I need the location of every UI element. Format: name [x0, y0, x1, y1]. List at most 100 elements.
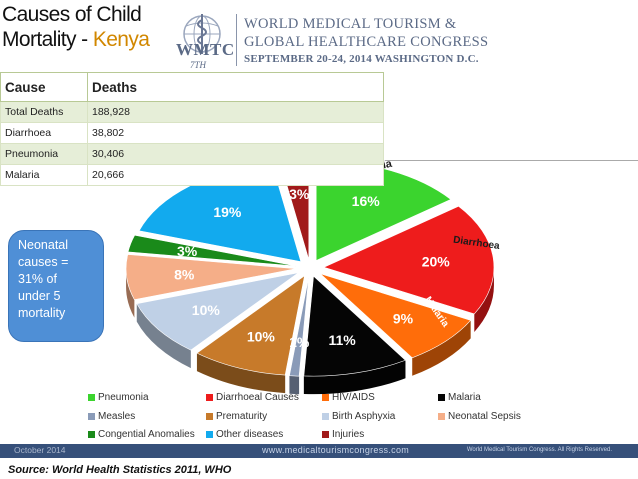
table-header-deaths: Deaths [87, 72, 384, 102]
pie-slice-birth-asphyxia [136, 272, 299, 351]
legend-item: Injuries [322, 429, 364, 440]
congress-logo: WMTC 7TH WORLD MEDICAL TOURISM & GLOBAL … [172, 10, 488, 72]
table-cell: Pneumonia [0, 143, 88, 165]
legend-label: Prematurity [216, 411, 268, 422]
note-line: Neonatal [18, 238, 69, 252]
table-cell: 38,802 [87, 122, 384, 144]
table-row: Diarrhoea 38,802 [0, 122, 384, 144]
table-header-cause: Cause [0, 72, 88, 102]
legend-swatch [206, 413, 213, 420]
table-cell: 20,666 [87, 164, 384, 186]
legend-label: Malaria [448, 392, 481, 403]
page-title: Causes of Child Mortality - Kenya [2, 2, 172, 52]
logo-wmtc: WMTC [176, 40, 235, 59]
legend-item: Birth Asphyxia [322, 411, 395, 422]
pie-slice-congential-anomalies [127, 234, 297, 267]
pie-label: 3% [177, 243, 198, 259]
pie-label: 11% [328, 332, 356, 348]
legend-label: Injuries [332, 429, 365, 440]
footer-date: October 2014 [14, 445, 66, 455]
logo-divider [236, 14, 237, 66]
globe-icon [183, 14, 221, 54]
legend-label: HIV/AIDS [332, 392, 375, 403]
table-row: Total Deaths 188,928 [0, 101, 384, 123]
pie-slice-side [289, 375, 300, 395]
pie-slice-diarrhoeal-causes [323, 205, 495, 315]
footer-bar: October 2014 www.medicaltourismcongress.… [0, 444, 638, 458]
legend-label: Pneumonia [98, 392, 149, 403]
pie-slice-measles [289, 276, 310, 377]
legend-label: Diarrhoeal Causes [216, 392, 299, 403]
footer-url: www.medicaltourismcongress.com [262, 445, 410, 455]
table-cell: Diarrhoea [0, 122, 88, 144]
pie-slice-side [303, 360, 406, 395]
title-line-1: Causes of Child [2, 3, 142, 26]
legend-label: Other diseases [216, 429, 284, 440]
legend-swatch [322, 431, 329, 438]
note-line: mortality [18, 306, 66, 320]
legend-swatch [88, 413, 95, 420]
pie-label: 16% [352, 193, 381, 209]
logo-line-1: WORLD MEDICAL TOURISM & [244, 16, 457, 32]
legend-item: Measles [88, 411, 135, 422]
legend-item: Neonatal Sepsis [438, 411, 521, 422]
title-line-2: Mortality - Kenya [2, 27, 172, 52]
legend-label: Congential Anomalies [98, 429, 195, 440]
pie-slice-malaria [303, 275, 407, 377]
title-prefix: Mortality - [2, 28, 93, 51]
legend-swatch [88, 431, 95, 438]
legend-item: Prematurity [206, 411, 267, 422]
legend-swatch [206, 394, 213, 401]
pie-label: 20% [422, 254, 451, 270]
legend-swatch [438, 394, 445, 401]
table-header-row: Cause Deaths [0, 72, 384, 102]
footer-rights: World Medical Tourism Congress. All Righ… [466, 447, 612, 453]
legend-label: Neonatal Sepsis [448, 411, 521, 422]
legend-label: Birth Asphyxia [332, 411, 396, 422]
note-line: 31% of [18, 272, 57, 286]
title-country: Kenya [92, 28, 150, 51]
logo-edition: 7TH [190, 60, 207, 70]
table-cell: 188,928 [87, 101, 384, 123]
divider-line [385, 160, 638, 161]
pie-slice-side [196, 353, 286, 394]
table-row: Pneumonia 30,406 [0, 143, 384, 165]
source-note: Source: World Health Statistics 2011, WH… [8, 464, 232, 476]
pie-slice-hiv-aids [320, 273, 472, 359]
table-row: Malaria 20,666 [0, 164, 384, 186]
legend-item: Other diseases [206, 429, 283, 440]
pie-slice-neonatal-sepsis [125, 254, 297, 300]
table-cell: Total Deaths [0, 101, 88, 123]
legend-swatch [88, 394, 95, 401]
pie-label: 1% [289, 334, 310, 350]
pie-label: 10% [192, 302, 221, 318]
note-line: causes = [18, 255, 69, 269]
pie-label: 10% [247, 329, 276, 345]
legend-swatch [438, 413, 445, 420]
legend-swatch [206, 431, 213, 438]
pie-slice-side [136, 303, 191, 369]
legend-item: HIV/AIDS [322, 392, 375, 403]
note-line: under 5 [18, 289, 61, 303]
pie-slice-side [474, 267, 494, 332]
logo-line-3: SEPTEMBER 20-24, 2014 WASHINGTON D.C. [244, 53, 479, 65]
pie-label: 8% [174, 266, 195, 282]
table-cell: 30,406 [87, 143, 384, 165]
pie-label: 9% [393, 310, 414, 326]
legend-item: Pneumonia [88, 392, 149, 403]
pie-label: 3% [289, 186, 310, 202]
legend-item: Congential Anomalies [88, 429, 195, 440]
legend-item: Diarrhoeal Causes [206, 392, 299, 403]
logo-line-2: GLOBAL HEALTHCARE CONGRESS [244, 34, 489, 50]
legend-swatch [322, 394, 329, 401]
pie-slice-side [126, 268, 135, 318]
legend-label: Measles [98, 411, 136, 422]
legend-item: Malaria [438, 392, 481, 403]
legend-swatch [322, 413, 329, 420]
deaths-table: Cause Deaths Total Deaths 188,928 Diarrh… [0, 72, 384, 186]
pie-label: 19% [213, 204, 242, 220]
pie-slice-prematurity [196, 275, 305, 376]
neonatal-note: Neonatal causes = 31% of under 5 mortali… [8, 230, 104, 342]
table-cell: Malaria [0, 164, 88, 186]
